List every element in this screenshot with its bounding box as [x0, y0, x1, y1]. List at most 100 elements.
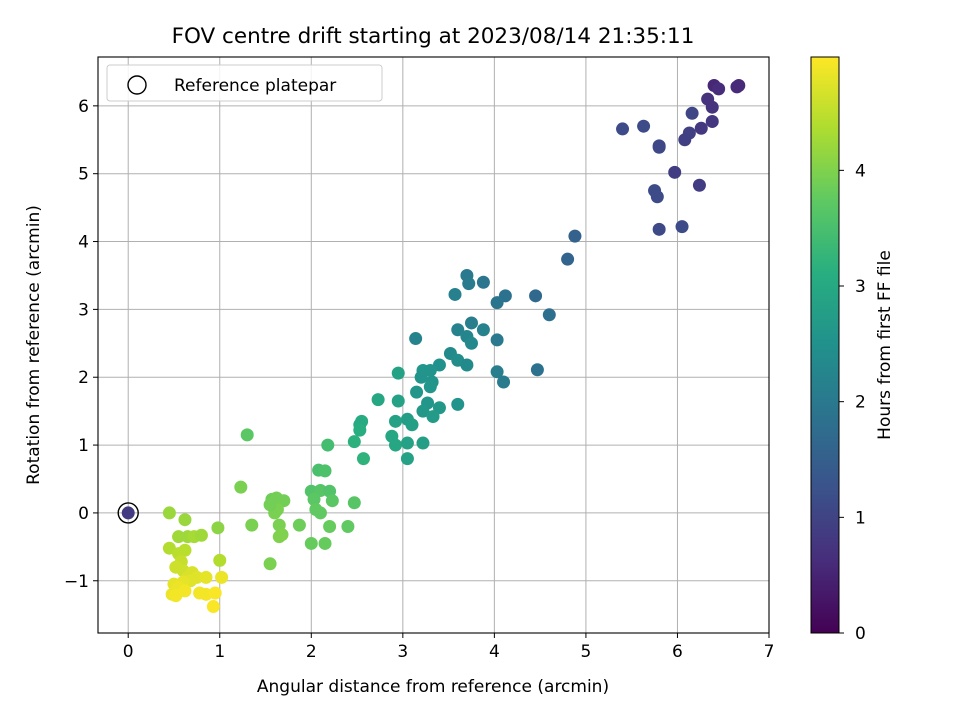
data-point — [400, 452, 414, 466]
data-point — [423, 363, 437, 377]
grid-lines — [98, 57, 770, 633]
y-tick-label: 2 — [78, 368, 89, 388]
data-point — [416, 436, 430, 450]
data-point — [568, 229, 582, 243]
legend-label: Reference platepar — [174, 76, 336, 96]
data-point — [353, 423, 367, 437]
data-point — [409, 332, 423, 346]
data-point — [464, 336, 478, 350]
data-point — [292, 518, 306, 532]
data-point — [178, 543, 192, 557]
data-point — [323, 519, 337, 533]
colorbar-tick-label: 1 — [855, 508, 866, 528]
data-point — [162, 506, 176, 520]
data-point — [426, 410, 440, 424]
data-point — [263, 557, 277, 571]
data-point — [490, 365, 504, 379]
data-point — [169, 589, 183, 603]
data-point — [313, 506, 327, 520]
data-point — [423, 380, 437, 394]
data-point — [389, 414, 403, 428]
data-point — [213, 553, 227, 567]
data-point — [530, 363, 544, 377]
data-point — [325, 494, 339, 508]
data-point — [215, 570, 229, 584]
data-point — [705, 114, 719, 128]
data-point — [263, 498, 277, 512]
colorbar-gradient — [810, 56, 840, 634]
x-axis-ticks: 0 1 2 3 4 5 6 7 — [123, 633, 775, 662]
data-point — [211, 521, 225, 535]
data-point — [194, 528, 208, 542]
data-point — [476, 323, 490, 337]
data-point — [321, 438, 335, 452]
data-point — [206, 600, 220, 614]
data-point — [650, 190, 664, 204]
data-point — [692, 178, 706, 192]
plot-frame — [97, 56, 770, 634]
data-point — [341, 519, 355, 533]
x-tick-label: 5 — [581, 642, 592, 662]
data-point — [497, 375, 511, 389]
data-point — [712, 82, 726, 96]
x-tick-label: 2 — [306, 642, 317, 662]
legend: Reference platepar — [106, 64, 383, 102]
data-point — [318, 536, 332, 550]
colorbar-label: Hours from first FF file — [875, 250, 895, 440]
data-point — [561, 252, 575, 266]
y-tick-label: 1 — [78, 436, 89, 456]
data-point — [208, 586, 222, 600]
colorbar-ticks: 0 1 2 3 4 — [839, 161, 866, 644]
colorbar-tick-label: 2 — [855, 393, 866, 413]
chart-title: FOV centre drift starting at 2023/08/14 … — [172, 24, 695, 49]
y-tick-label: 0 — [78, 504, 89, 524]
data-point — [637, 119, 651, 133]
data-point — [391, 366, 405, 380]
data-point — [234, 480, 248, 494]
data-point — [389, 438, 403, 452]
x-tick-label: 7 — [764, 642, 775, 662]
data-point — [414, 370, 428, 384]
data-point — [307, 492, 321, 506]
y-tick-label: 4 — [78, 233, 89, 253]
reference-point-ring — [117, 502, 139, 524]
data-points — [121, 78, 746, 614]
x-tick-label: 1 — [214, 642, 225, 662]
data-point — [476, 275, 490, 289]
data-point — [371, 393, 385, 407]
data-point — [490, 296, 504, 310]
data-point — [675, 220, 689, 234]
data-point — [416, 404, 430, 418]
x-tick-label: 6 — [672, 642, 683, 662]
data-point — [405, 418, 419, 432]
x-tick-label: 0 — [123, 642, 134, 662]
data-point — [462, 277, 476, 291]
x-tick-label: 3 — [397, 642, 408, 662]
data-point — [318, 464, 332, 478]
data-point — [410, 385, 424, 399]
data-point — [694, 121, 708, 135]
y-axis-label: Rotation from reference (arcmin) — [24, 205, 44, 485]
data-point — [668, 165, 682, 179]
data-point — [199, 570, 213, 584]
data-point — [304, 536, 318, 550]
data-point — [529, 289, 543, 303]
x-axis-label: Angular distance from reference (arcmin) — [257, 677, 609, 697]
data-point — [678, 133, 692, 147]
data-point — [172, 530, 186, 544]
data-point — [652, 222, 666, 236]
colorbar-tick-label: 0 — [855, 624, 866, 644]
colorbar: 0 1 2 3 4 Hours from first FF file — [810, 56, 895, 644]
data-point — [347, 435, 361, 449]
data-point — [705, 100, 719, 114]
y-tick-label: 6 — [78, 97, 89, 117]
data-point — [490, 333, 504, 347]
data-point — [356, 452, 370, 466]
legend-box — [106, 64, 383, 102]
legend-reference-marker — [127, 75, 147, 95]
data-point — [391, 394, 405, 408]
x-tick-label: 4 — [489, 642, 500, 662]
colorbar-tick-label: 3 — [855, 277, 866, 297]
data-point — [464, 316, 478, 330]
